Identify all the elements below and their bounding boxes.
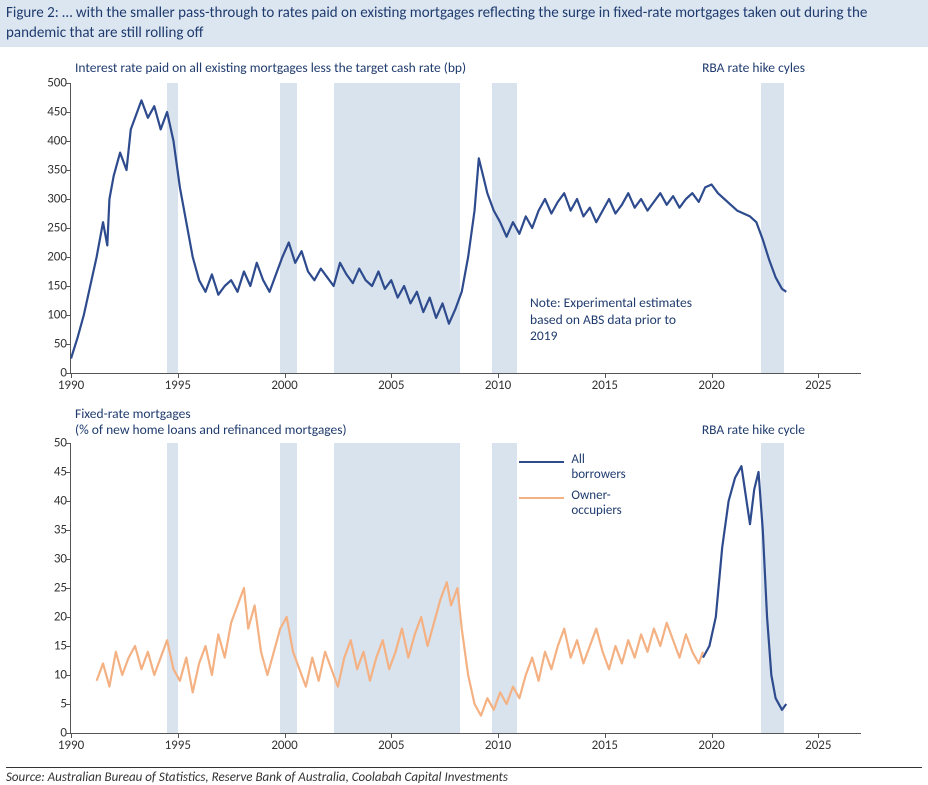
x-tick-label: 1990	[58, 738, 84, 753]
y-tick-label: 25	[23, 581, 67, 596]
x-tick-label: 2010	[485, 378, 511, 393]
y-tick-label: 450	[23, 105, 67, 120]
y-tick-label: 45	[23, 465, 67, 480]
x-tick-label: 1995	[165, 738, 191, 753]
y-tick-mark	[66, 141, 71, 142]
y-tick-label: 300	[23, 192, 67, 207]
x-tick-mark	[818, 733, 819, 738]
y-tick-label: 20	[23, 610, 67, 625]
y-tick-mark	[66, 257, 71, 258]
y-tick-mark	[66, 472, 71, 473]
legend-swatch	[519, 497, 564, 499]
y-tick-mark	[66, 228, 71, 229]
y-tick-label: 15	[23, 639, 67, 654]
legend-label: Allborrowers	[571, 453, 661, 483]
y-tick-mark	[66, 617, 71, 618]
x-tick-mark	[818, 373, 819, 378]
x-tick-mark	[712, 733, 713, 738]
chart2-svg	[71, 443, 861, 733]
y-tick-mark	[66, 344, 71, 345]
x-tick-mark	[391, 373, 392, 378]
x-tick-mark	[71, 733, 72, 738]
x-tick-label: 2005	[378, 738, 404, 753]
x-tick-mark	[498, 733, 499, 738]
data-series-line	[703, 466, 786, 710]
x-tick-label: 1995	[165, 378, 191, 393]
x-tick-label: 2020	[698, 738, 724, 753]
y-tick-mark	[66, 530, 71, 531]
y-tick-label: 10	[23, 668, 67, 683]
y-tick-label: 500	[23, 76, 67, 91]
y-tick-label: 150	[23, 279, 67, 294]
x-tick-label: 2015	[592, 738, 618, 753]
x-tick-mark	[498, 373, 499, 378]
y-tick-label: 400	[23, 134, 67, 149]
legend-label: Owner-occupiers	[571, 489, 661, 519]
x-tick-label: 2005	[378, 378, 404, 393]
x-tick-mark	[178, 373, 179, 378]
x-tick-label: 2025	[805, 378, 831, 393]
y-tick-mark	[66, 559, 71, 560]
x-tick-mark	[285, 733, 286, 738]
y-tick-label: 30	[23, 552, 67, 567]
y-tick-mark	[66, 588, 71, 589]
y-tick-mark	[66, 501, 71, 502]
y-tick-mark	[66, 170, 71, 171]
y-tick-mark	[66, 315, 71, 316]
x-tick-mark	[605, 373, 606, 378]
y-tick-label: 40	[23, 494, 67, 509]
data-series-line	[97, 582, 703, 715]
x-tick-label: 2025	[805, 738, 831, 753]
y-tick-mark	[66, 646, 71, 647]
y-tick-label: 5	[23, 697, 67, 712]
y-tick-label: 35	[23, 523, 67, 538]
x-tick-mark	[178, 733, 179, 738]
y-tick-label: 200	[23, 250, 67, 265]
chart1-subtitle: Interest rate paid on all existing mortg…	[75, 59, 466, 76]
chart-top: Interest rate paid on all existing mortg…	[20, 53, 880, 393]
y-tick-mark	[66, 675, 71, 676]
y-tick-label: 250	[23, 221, 67, 236]
x-tick-label: 2015	[592, 378, 618, 393]
chart2-subtitle1: Fixed-rate mortgages	[75, 405, 191, 422]
y-tick-label: 50	[23, 436, 67, 451]
chart1-note: Note: Experimental estimates based on AB…	[530, 295, 700, 346]
x-tick-label: 2020	[698, 378, 724, 393]
x-tick-label: 2000	[271, 738, 297, 753]
x-tick-mark	[605, 733, 606, 738]
chart-bottom: Fixed-rate mortgages (% of new home loan…	[20, 403, 880, 763]
source-text: Source: Australian Bureau of Statistics,…	[6, 767, 922, 785]
y-tick-mark	[66, 83, 71, 84]
y-tick-label: 350	[23, 163, 67, 178]
y-tick-mark	[66, 199, 71, 200]
y-tick-mark	[66, 286, 71, 287]
chart-area: Interest rate paid on all existing mortg…	[20, 53, 900, 763]
x-tick-mark	[391, 733, 392, 738]
chart2-subtitle2: (% of new home loans and refinanced mort…	[75, 421, 347, 438]
chart1-svg	[71, 83, 861, 373]
figure-title: Figure 2: … with the smaller pass-throug…	[0, 0, 928, 47]
x-tick-label: 1990	[58, 378, 84, 393]
y-tick-label: 50	[23, 337, 67, 352]
legend-swatch	[519, 461, 564, 463]
chart2-right-label: RBA rate hike cycle	[702, 421, 805, 438]
y-tick-mark	[66, 443, 71, 444]
chart2-plot: 0510152025303540455019901995200020052010…	[70, 443, 861, 734]
x-tick-label: 2010	[485, 738, 511, 753]
y-tick-mark	[66, 704, 71, 705]
x-tick-mark	[712, 373, 713, 378]
x-tick-label: 2000	[271, 378, 297, 393]
x-tick-mark	[285, 373, 286, 378]
y-tick-mark	[66, 112, 71, 113]
x-tick-mark	[71, 373, 72, 378]
y-tick-label: 100	[23, 308, 67, 323]
chart1-right-label: RBA rate hike cyles	[702, 59, 805, 76]
chart1-plot: 0501001502002503003504004505001990199520…	[70, 83, 861, 374]
